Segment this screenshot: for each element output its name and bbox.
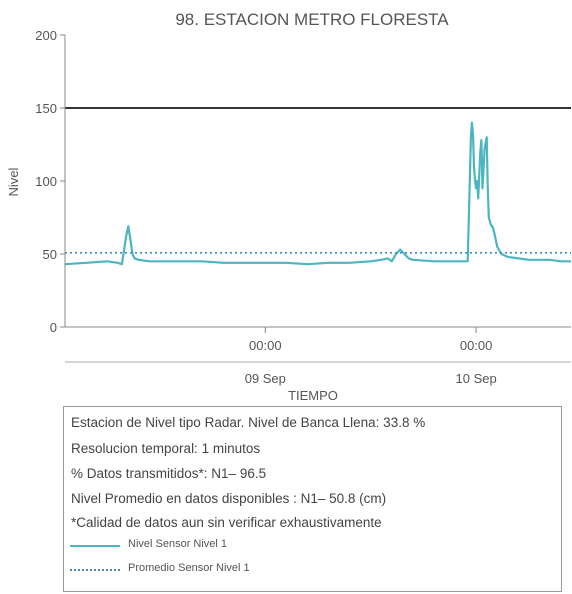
sensor-series-line [64,121,571,266]
y-tick-label: 0 [50,320,57,335]
y-tick-label: 150 [35,101,57,116]
y-tick-label: 200 [35,28,57,43]
legend-label-sensor: Nivel Sensor Nivel 1 [128,538,228,550]
y-tick-label: 50 [43,247,57,262]
x-tick-date-label: 10 Sep [456,371,497,386]
level-chart: 98. ESTACION METRO FLORESTA 0 50 100 150 200… [6,10,571,403]
legend-swatch-sensor [70,545,120,547]
x-axis-label: TIEMPO [288,388,338,403]
x-tick-time-label: 00:00 [249,338,282,353]
legend-label-average: Promedio Sensor Nivel 1 [128,562,250,574]
x-tick-time-label: 00:00 [460,338,493,353]
x-tick-date-label: 09 Sep [245,371,286,386]
info-line-station-type: Estacion de Nivel tipo Radar. Nivel de B… [71,415,426,430]
y-axis-label: Nivel [6,167,21,196]
axis-layer: 0 50 100 150 200 00:00 09 Sep 00:00 10 Sep [35,28,571,386]
chart-title: 98. ESTACION METRO FLORESTA [175,10,449,29]
series-layer [64,121,571,266]
info-box: Estacion de Nivel tipo Radar. Nivel de B… [63,406,562,592]
info-line-resolution: Resolucion temporal: 1 minutos [71,441,261,456]
info-line-average: Nivel Promedio en datos disponibles : N1… [71,491,387,506]
info-line-transmitted: % Datos transmitidos*: N1– 96.5 [71,466,267,481]
legend-swatch-average [70,569,120,571]
y-tick-label: 100 [35,174,57,189]
info-line-quality-note: *Calidad de datos aun sin verificar exha… [71,515,382,530]
